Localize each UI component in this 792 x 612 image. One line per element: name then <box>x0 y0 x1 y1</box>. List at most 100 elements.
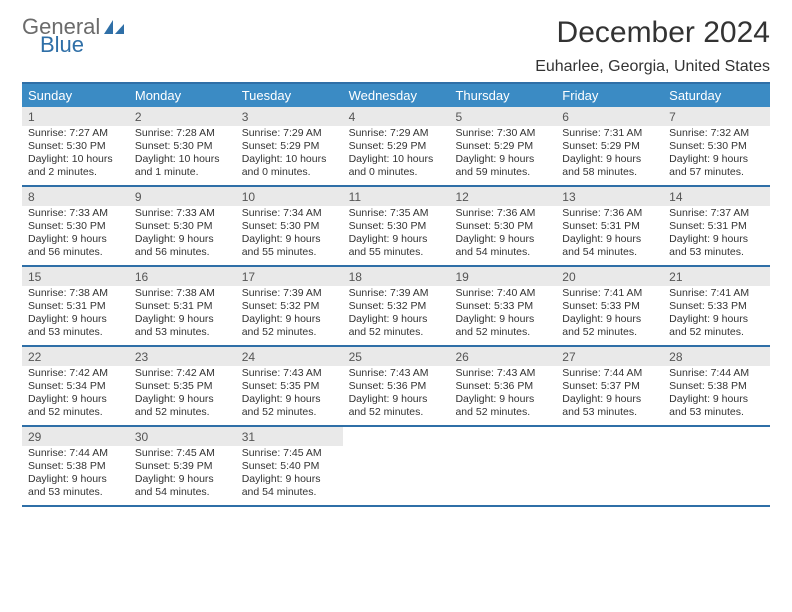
calendar-week-row: 22Sunrise: 7:42 AMSunset: 5:34 PMDayligh… <box>22 347 770 427</box>
day-details: Sunrise: 7:44 AMSunset: 5:37 PMDaylight:… <box>556 366 663 424</box>
day-number: 24 <box>236 347 343 366</box>
calendar-week-row: 1Sunrise: 7:27 AMSunset: 5:30 PMDaylight… <box>22 107 770 187</box>
day-number: 15 <box>22 267 129 286</box>
day-number: 2 <box>129 107 236 126</box>
day-number: 23 <box>129 347 236 366</box>
calendar-day-cell: 6Sunrise: 7:31 AMSunset: 5:29 PMDaylight… <box>556 107 663 185</box>
calendar-week-row: 29Sunrise: 7:44 AMSunset: 5:38 PMDayligh… <box>22 427 770 507</box>
calendar-day-cell: 15Sunrise: 7:38 AMSunset: 5:31 PMDayligh… <box>22 267 129 345</box>
logo: General Blue <box>22 16 126 56</box>
day-details: Sunrise: 7:31 AMSunset: 5:29 PMDaylight:… <box>556 126 663 184</box>
day-header: Sunday <box>22 84 129 107</box>
calendar-day-cell: 20Sunrise: 7:41 AMSunset: 5:33 PMDayligh… <box>556 267 663 345</box>
day-details: Sunrise: 7:38 AMSunset: 5:31 PMDaylight:… <box>129 286 236 344</box>
day-number: 11 <box>343 187 450 206</box>
day-number: 16 <box>129 267 236 286</box>
calendar-day-cell: . <box>449 427 556 505</box>
day-number: 20 <box>556 267 663 286</box>
day-details: Sunrise: 7:38 AMSunset: 5:31 PMDaylight:… <box>22 286 129 344</box>
day-details: Sunrise: 7:28 AMSunset: 5:30 PMDaylight:… <box>129 126 236 184</box>
day-number: 22 <box>22 347 129 366</box>
calendar-day-cell: 3Sunrise: 7:29 AMSunset: 5:29 PMDaylight… <box>236 107 343 185</box>
day-details: Sunrise: 7:41 AMSunset: 5:33 PMDaylight:… <box>663 286 770 344</box>
day-details: Sunrise: 7:41 AMSunset: 5:33 PMDaylight:… <box>556 286 663 344</box>
calendar-day-cell: 1Sunrise: 7:27 AMSunset: 5:30 PMDaylight… <box>22 107 129 185</box>
day-details: Sunrise: 7:39 AMSunset: 5:32 PMDaylight:… <box>236 286 343 344</box>
day-details: Sunrise: 7:43 AMSunset: 5:35 PMDaylight:… <box>236 366 343 424</box>
day-header: Tuesday <box>236 84 343 107</box>
calendar-day-cell: 5Sunrise: 7:30 AMSunset: 5:29 PMDaylight… <box>449 107 556 185</box>
calendar-day-cell: 14Sunrise: 7:37 AMSunset: 5:31 PMDayligh… <box>663 187 770 265</box>
day-number: 19 <box>449 267 556 286</box>
calendar-day-cell: 13Sunrise: 7:36 AMSunset: 5:31 PMDayligh… <box>556 187 663 265</box>
day-details: Sunrise: 7:45 AMSunset: 5:40 PMDaylight:… <box>236 446 343 504</box>
day-number: 9 <box>129 187 236 206</box>
day-number: 13 <box>556 187 663 206</box>
day-number: 5 <box>449 107 556 126</box>
day-details: Sunrise: 7:30 AMSunset: 5:29 PMDaylight:… <box>449 126 556 184</box>
calendar-week-row: 15Sunrise: 7:38 AMSunset: 5:31 PMDayligh… <box>22 267 770 347</box>
calendar-week-row: 8Sunrise: 7:33 AMSunset: 5:30 PMDaylight… <box>22 187 770 267</box>
calendar-day-cell: 18Sunrise: 7:39 AMSunset: 5:32 PMDayligh… <box>343 267 450 345</box>
day-details: Sunrise: 7:44 AMSunset: 5:38 PMDaylight:… <box>663 366 770 424</box>
calendar-day-cell: 29Sunrise: 7:44 AMSunset: 5:38 PMDayligh… <box>22 427 129 505</box>
calendar-day-cell: 17Sunrise: 7:39 AMSunset: 5:32 PMDayligh… <box>236 267 343 345</box>
day-details: Sunrise: 7:27 AMSunset: 5:30 PMDaylight:… <box>22 126 129 184</box>
calendar-day-cell: 4Sunrise: 7:29 AMSunset: 5:29 PMDaylight… <box>343 107 450 185</box>
day-details: Sunrise: 7:33 AMSunset: 5:30 PMDaylight:… <box>129 206 236 264</box>
day-number: 10 <box>236 187 343 206</box>
calendar-header-row: SundayMondayTuesdayWednesdayThursdayFrid… <box>22 84 770 107</box>
day-number: 12 <box>449 187 556 206</box>
calendar-day-cell: 27Sunrise: 7:44 AMSunset: 5:37 PMDayligh… <box>556 347 663 425</box>
day-number: 14 <box>663 187 770 206</box>
day-details: Sunrise: 7:44 AMSunset: 5:38 PMDaylight:… <box>22 446 129 504</box>
day-number: 27 <box>556 347 663 366</box>
day-header: Saturday <box>663 84 770 107</box>
day-header: Friday <box>556 84 663 107</box>
calendar-day-cell: 25Sunrise: 7:43 AMSunset: 5:36 PMDayligh… <box>343 347 450 425</box>
calendar-day-cell: 22Sunrise: 7:42 AMSunset: 5:34 PMDayligh… <box>22 347 129 425</box>
calendar-day-cell: 31Sunrise: 7:45 AMSunset: 5:40 PMDayligh… <box>236 427 343 505</box>
day-number: 28 <box>663 347 770 366</box>
day-header: Monday <box>129 84 236 107</box>
calendar-day-cell: 23Sunrise: 7:42 AMSunset: 5:35 PMDayligh… <box>129 347 236 425</box>
day-number: 4 <box>343 107 450 126</box>
logo-word2: Blue <box>40 34 126 56</box>
calendar-day-cell: . <box>663 427 770 505</box>
day-number: 8 <box>22 187 129 206</box>
calendar-day-cell: 10Sunrise: 7:34 AMSunset: 5:30 PMDayligh… <box>236 187 343 265</box>
day-details: Sunrise: 7:35 AMSunset: 5:30 PMDaylight:… <box>343 206 450 264</box>
day-details: Sunrise: 7:40 AMSunset: 5:33 PMDaylight:… <box>449 286 556 344</box>
day-details: Sunrise: 7:33 AMSunset: 5:30 PMDaylight:… <box>22 206 129 264</box>
calendar-day-cell: 9Sunrise: 7:33 AMSunset: 5:30 PMDaylight… <box>129 187 236 265</box>
calendar-day-cell: 24Sunrise: 7:43 AMSunset: 5:35 PMDayligh… <box>236 347 343 425</box>
day-number: 18 <box>343 267 450 286</box>
day-details: Sunrise: 7:43 AMSunset: 5:36 PMDaylight:… <box>343 366 450 424</box>
day-number: 7 <box>663 107 770 126</box>
calendar-day-cell: 21Sunrise: 7:41 AMSunset: 5:33 PMDayligh… <box>663 267 770 345</box>
calendar-day-cell: . <box>556 427 663 505</box>
day-details: Sunrise: 7:37 AMSunset: 5:31 PMDaylight:… <box>663 206 770 264</box>
day-number: 1 <box>22 107 129 126</box>
calendar-day-cell: 16Sunrise: 7:38 AMSunset: 5:31 PMDayligh… <box>129 267 236 345</box>
calendar-day-cell: 30Sunrise: 7:45 AMSunset: 5:39 PMDayligh… <box>129 427 236 505</box>
day-number: 25 <box>343 347 450 366</box>
day-details: Sunrise: 7:43 AMSunset: 5:36 PMDaylight:… <box>449 366 556 424</box>
day-details: Sunrise: 7:42 AMSunset: 5:35 PMDaylight:… <box>129 366 236 424</box>
day-details: Sunrise: 7:29 AMSunset: 5:29 PMDaylight:… <box>343 126 450 184</box>
calendar-day-cell: 19Sunrise: 7:40 AMSunset: 5:33 PMDayligh… <box>449 267 556 345</box>
day-number: 21 <box>663 267 770 286</box>
calendar-day-cell: 8Sunrise: 7:33 AMSunset: 5:30 PMDaylight… <box>22 187 129 265</box>
day-details: Sunrise: 7:34 AMSunset: 5:30 PMDaylight:… <box>236 206 343 264</box>
day-number: 3 <box>236 107 343 126</box>
day-number: 31 <box>236 427 343 446</box>
calendar-day-cell: 7Sunrise: 7:32 AMSunset: 5:30 PMDaylight… <box>663 107 770 185</box>
calendar-grid: SundayMondayTuesdayWednesdayThursdayFrid… <box>22 82 770 507</box>
calendar-day-cell: 2Sunrise: 7:28 AMSunset: 5:30 PMDaylight… <box>129 107 236 185</box>
day-details: Sunrise: 7:32 AMSunset: 5:30 PMDaylight:… <box>663 126 770 184</box>
day-header: Thursday <box>449 84 556 107</box>
calendar-day-cell: 28Sunrise: 7:44 AMSunset: 5:38 PMDayligh… <box>663 347 770 425</box>
day-details: Sunrise: 7:39 AMSunset: 5:32 PMDaylight:… <box>343 286 450 344</box>
day-number: 30 <box>129 427 236 446</box>
day-header: Wednesday <box>343 84 450 107</box>
